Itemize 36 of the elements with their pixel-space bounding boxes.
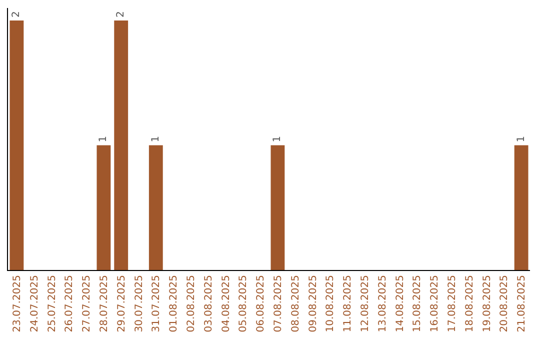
data-label: 2 [11,11,22,18]
x-tick-label: 03.08.2025 [203,275,214,332]
data-label: 1 [272,136,284,142]
x-tick-label: 08.08.2025 [290,275,302,332]
data-label: 2 [116,11,127,18]
x-tick-label: 01.08.2025 [168,275,180,332]
x-tick-label: 14.08.2025 [394,275,406,332]
x-tick-label: 07.08.2025 [272,275,284,332]
x-tick-label: 13.08.2025 [377,275,388,332]
data-label: 1 [150,136,162,142]
x-tick-label: 27.07.2025 [82,275,93,332]
x-tick-label: 05.08.2025 [238,275,250,332]
x-tick-label: 23.07.2025 [12,275,23,332]
x-tick-label: 26.07.2025 [64,275,76,332]
x-tick-label: 31.07.2025 [151,275,162,332]
x-tick-label: 02.08.2025 [186,275,197,332]
x-tick-label: 10.08.2025 [325,275,336,332]
x-tick-label: 18.08.2025 [464,275,476,332]
data-label: 1 [98,136,110,142]
x-tick-label: 16.08.2025 [430,275,441,332]
x-tick-label: 30.07.2025 [134,275,145,332]
x-tick-label: 24.07.2025 [29,275,40,332]
x-tick-label: 25.07.2025 [46,275,58,332]
x-tick-label: 17.08.2025 [446,275,458,332]
x-tick-label: 06.08.2025 [256,275,267,332]
x-tick-label: 15.08.2025 [412,275,424,332]
x-tick-label: 29.07.2025 [116,275,128,332]
x-tick-label: 12.08.2025 [360,275,371,332]
x-tick-label: 19.08.2025 [482,275,493,332]
x-tick-label: 11.08.2025 [342,275,354,332]
data-label: 1 [516,136,527,142]
x-tick-label: 28.07.2025 [98,275,110,332]
x-tick-label: 04.08.2025 [220,275,232,332]
x-tick-label: 20.08.2025 [499,275,510,332]
x-tick-label: 09.08.2025 [308,275,319,332]
x-tick-label: 21.08.2025 [516,275,528,332]
